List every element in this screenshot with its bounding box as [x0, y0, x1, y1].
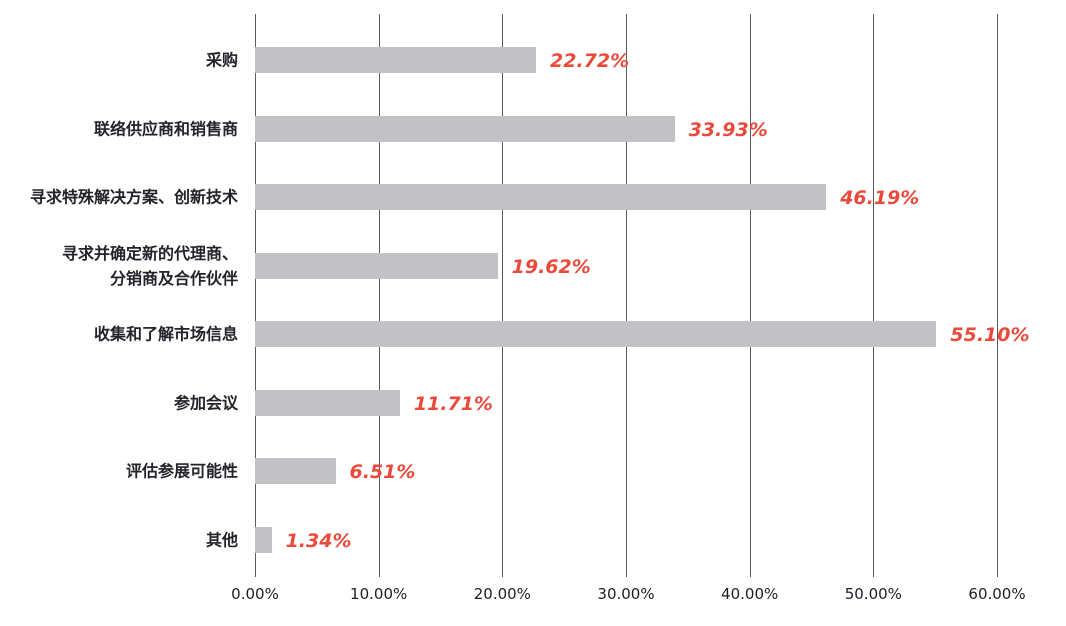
bar	[255, 527, 272, 553]
gridline	[255, 14, 256, 577]
x-tick-label: 40.00%	[721, 585, 779, 603]
bar	[255, 184, 827, 211]
x-tick-label: 10.00%	[350, 585, 408, 603]
x-axis: 0.00% 10.00% 20.00% 30.00% 40.00% 50.00% 60.00…	[0, 584, 1066, 606]
category-label: 其他	[205, 530, 238, 550]
x-tick-label: 0.00%	[231, 585, 279, 603]
gridline	[749, 14, 751, 577]
gridline	[997, 14, 998, 577]
category-label: 寻求特殊解决方案、创新技术	[29, 187, 238, 207]
bar	[255, 389, 400, 416]
value-label: 11.71%	[413, 392, 493, 415]
gridline	[873, 14, 875, 577]
bar	[255, 115, 675, 142]
category-label: 寻求并确定新的代理商、 分销商及合作伙伴	[61, 243, 238, 288]
gridline	[502, 14, 504, 577]
x-tick-label: 20.00%	[473, 585, 531, 603]
x-tick-label: 50.00%	[844, 585, 902, 603]
bar	[255, 458, 336, 485]
bar	[255, 47, 536, 73]
category-label: 参加会议	[173, 393, 238, 413]
value-label: 19.62%	[511, 255, 591, 278]
bar	[255, 252, 498, 279]
value-label: 46.19%	[840, 187, 920, 210]
category-label: 评估参展可能性	[125, 461, 238, 481]
bar	[255, 321, 937, 348]
value-label: 1.34%	[285, 530, 352, 552]
value-label: 6.51%	[349, 461, 416, 484]
category-label: 联络供应商和销售商	[93, 119, 238, 139]
value-label: 22.72%	[549, 50, 630, 72]
x-tick-label: 30.00%	[597, 585, 655, 603]
gridline	[626, 14, 627, 577]
category-label: 收集和了解市场信息	[93, 324, 238, 344]
gridline	[378, 14, 380, 577]
value-label: 55.10%	[950, 324, 1030, 347]
x-tick-label: 60.00%	[968, 585, 1026, 603]
category-label: 采购	[205, 50, 238, 70]
value-label: 33.93%	[688, 118, 768, 141]
